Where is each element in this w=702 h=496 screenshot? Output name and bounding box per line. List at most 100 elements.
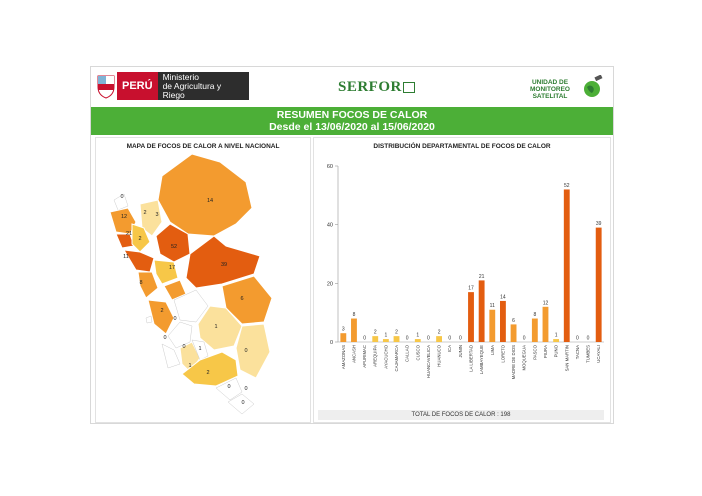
bar-value-label: 1: [384, 333, 387, 339]
unit-label-line-2: MONITOREO: [530, 86, 570, 93]
region-huancavelica: [167, 321, 193, 349]
map-title: MAPA DE FOCOS DE CALOR A NIVEL NACIONAL: [126, 143, 280, 150]
bar-value-label: 0: [363, 336, 366, 342]
bar-value-label: 0: [427, 336, 430, 342]
region-cajamarca: [131, 223, 151, 253]
region-callao: [145, 315, 153, 324]
x-tick-label: HUANUCO: [437, 344, 442, 366]
map-label: 12: [121, 214, 127, 220]
region-arequipa: [181, 351, 239, 387]
map-label: 2: [160, 308, 163, 314]
bar: [351, 318, 357, 342]
bar: [542, 306, 549, 342]
region-apurimac: [191, 339, 209, 361]
unit-label-line-1: UNIDAD DE: [531, 79, 569, 86]
bar-value-label: 0: [448, 336, 451, 342]
map-label: 0: [163, 335, 166, 341]
bar: [414, 339, 421, 342]
bar-value-label: 2: [395, 330, 398, 336]
map-label: 2: [138, 236, 141, 242]
bar-value-label: 0: [406, 336, 409, 342]
bar-value-label: 8: [353, 312, 356, 318]
region-loreto: [157, 153, 253, 237]
region-lima: [147, 299, 175, 335]
x-tick-label: MOQUEGUA: [522, 345, 527, 371]
bar: [468, 292, 474, 342]
serfor-logo: SERFOR: [338, 79, 415, 96]
map-label: 1: [188, 363, 191, 369]
peru-label: PERÚ: [117, 72, 158, 100]
bar: [531, 318, 538, 342]
bar-value-label: 0: [587, 336, 590, 342]
serfor-emblem-icon: [402, 82, 415, 94]
bar-value-label: 14: [500, 294, 506, 300]
bar: [489, 309, 496, 342]
bar-value-label: 0: [523, 336, 526, 342]
bar-value-label: 52: [564, 183, 570, 189]
x-tick-label: HUANCAVELICA: [426, 345, 431, 378]
bar: [436, 336, 443, 342]
region-huanuco: [153, 259, 179, 285]
report-frame: PERÚ Ministerio de Agricultura y Riego S…: [90, 66, 614, 424]
map-label: 2: [206, 370, 209, 376]
x-tick-label: AREQUIPA: [373, 345, 378, 367]
bar-value-label: 12: [543, 300, 549, 306]
coat-of-arms-icon: [95, 72, 117, 100]
bar: [393, 336, 400, 342]
chart-panel: DISTRIBUCIÓN DEPARTAMENTAL DE FOCOS DE C…: [313, 137, 611, 423]
bar-value-label: 17: [468, 286, 474, 292]
x-tick-label: PASCO: [532, 344, 537, 359]
x-tick-label: CAJAMARCA: [394, 345, 399, 372]
serfor-label: SERFOR: [338, 79, 402, 95]
header: PERÚ Ministerio de Agricultura y Riego S…: [91, 67, 613, 105]
map-label: 21: [126, 231, 132, 237]
y-tick-label: 40: [327, 223, 333, 229]
report-banner: RESUMEN FOCOS DE CALOR Desde el 13/06/20…: [91, 107, 613, 135]
bar: [510, 324, 517, 342]
bar: [499, 300, 506, 342]
map-label: 0: [244, 386, 247, 392]
satellite-globe-icon: [580, 74, 604, 99]
map-panel: MAPA DE FOCOS DE CALOR A NIVEL NACIONAL: [95, 137, 311, 423]
total-label: TOTAL DE FOCOS DE CALOR : 198: [318, 410, 604, 420]
x-tick-label: CUSCO: [415, 344, 420, 360]
x-tick-label: TACNA: [575, 345, 580, 359]
x-tick-label: ICA: [447, 345, 452, 352]
bar-value-label: 11: [490, 303, 495, 309]
x-tick-label: MADRE DE DIOS: [511, 345, 516, 380]
bar-value-label: 0: [459, 336, 462, 342]
x-tick-label: APURIMAC: [362, 345, 367, 368]
region-pasco: [163, 279, 187, 301]
region-junin: [173, 289, 209, 323]
chart-title: DISTRIBUCIÓN DEPARTAMENTAL DE FOCOS DE C…: [373, 143, 551, 150]
y-tick-label: 20: [327, 281, 333, 287]
map-label: 11: [123, 254, 129, 260]
region-tumbes: [113, 193, 129, 211]
region-la-libertad: [123, 249, 155, 273]
y-tick-label: 60: [327, 164, 333, 170]
bar-value-label: 1: [555, 333, 558, 339]
bar: [595, 227, 602, 342]
map-label: 1: [214, 324, 217, 330]
region-ica: [161, 343, 181, 369]
unit-label-line-3: SATELITAL: [532, 93, 568, 100]
bar: [372, 336, 379, 342]
x-tick-label: AMAZONAS: [341, 345, 346, 369]
report-subtitle: Desde el 13/06/2020 al 15/06/2020: [269, 121, 435, 133]
map-label: 3: [155, 212, 158, 218]
x-tick-label: PUNO: [554, 344, 559, 357]
map-label: 39: [221, 262, 227, 268]
map-label: 0: [227, 384, 230, 390]
bar-value-label: 1: [416, 333, 419, 339]
bar-value-label: 21: [479, 274, 485, 280]
map-label: 0: [241, 400, 244, 406]
map-label: 52: [171, 244, 177, 250]
bar-value-label: 2: [438, 330, 441, 336]
bar-value-label: 8: [533, 312, 536, 318]
map-label: 0: [244, 348, 247, 354]
x-tick-label: LAMBAYEQUE: [479, 345, 484, 374]
bar-value-label: 3: [342, 327, 345, 333]
bar: [340, 333, 347, 342]
x-tick-label: AYACUCHO: [383, 344, 388, 368]
